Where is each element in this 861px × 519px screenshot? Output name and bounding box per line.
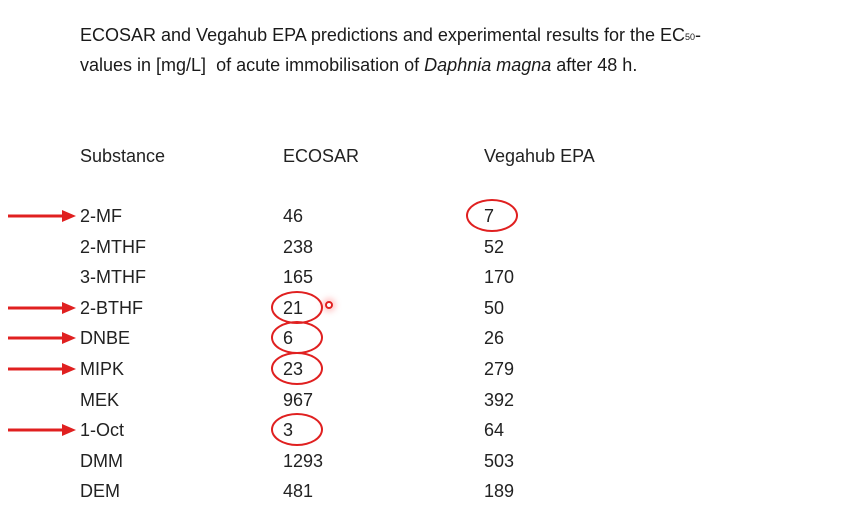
caption-text-2: values in [mg/L] of acute immobilisation… (80, 55, 425, 75)
cell-vegahub: 503 (484, 451, 515, 471)
cell-ecosar: 967 (283, 390, 314, 410)
caption-hyphen: - (695, 25, 702, 45)
caption-line-1: ECOSAR and Vegahub EPA predictions and e… (80, 22, 840, 52)
cell-substance: 2-MTHF (80, 237, 146, 257)
caption-species: Daphnia magna (424, 55, 552, 75)
caption-subscript: 50 (685, 32, 696, 42)
cell-vegahub: 26 (484, 328, 505, 348)
cell-substance: MEK (80, 390, 120, 410)
cell-ecosar: 46 (283, 206, 304, 226)
cell-substance: DMM (80, 451, 123, 471)
cell-vegahub: 279 (484, 359, 515, 379)
highlight-circle (466, 199, 518, 232)
cell-substance: DNBE (80, 328, 131, 348)
caption-text: ECOSAR and Vegahub EPA predictions and e… (80, 25, 686, 45)
cell-vegahub: 392 (484, 390, 515, 410)
highlight-circle (271, 352, 323, 385)
cell-substance: DEM (80, 481, 120, 501)
cell-substance: 1-Oct (80, 420, 125, 440)
red-arrow-icon (8, 424, 76, 436)
red-arrow-icon (8, 302, 76, 314)
cell-ecosar: 165 (283, 267, 314, 287)
cell-vegahub: 64 (484, 420, 505, 440)
cell-vegahub: 50 (484, 298, 505, 318)
caption-text-3: after 48 h. (551, 55, 638, 75)
cell-vegahub: 52 (484, 237, 505, 257)
red-arrow-icon (8, 210, 76, 222)
caption-line-2: values in [mg/L] of acute immobilisation… (80, 52, 840, 79)
cell-ecosar: 1293 (283, 451, 324, 471)
cell-ecosar: 238 (283, 237, 314, 257)
cell-substance: 2-MF (80, 206, 122, 226)
cell-substance: 2-BTHF (80, 298, 143, 318)
figure-caption: ECOSAR and Vegahub EPA predictions and e… (80, 22, 840, 79)
highlight-circle (271, 321, 323, 354)
cell-vegahub: 170 (484, 267, 515, 287)
red-arrow-icon (8, 332, 76, 344)
highlight-circle (271, 291, 323, 324)
header-vegahub: Vegahub EPA (484, 146, 595, 166)
cell-substance: MIPK (80, 359, 125, 379)
cell-ecosar: 481 (283, 481, 314, 501)
cell-substance: 3-MTHF (80, 267, 146, 287)
cell-vegahub: 189 (484, 481, 515, 501)
highlight-circle (271, 413, 323, 446)
header-substance: Substance (80, 146, 166, 166)
header-ecosar: ECOSAR (283, 146, 360, 166)
red-arrow-icon (8, 363, 76, 375)
pointer-dot (325, 301, 333, 309)
